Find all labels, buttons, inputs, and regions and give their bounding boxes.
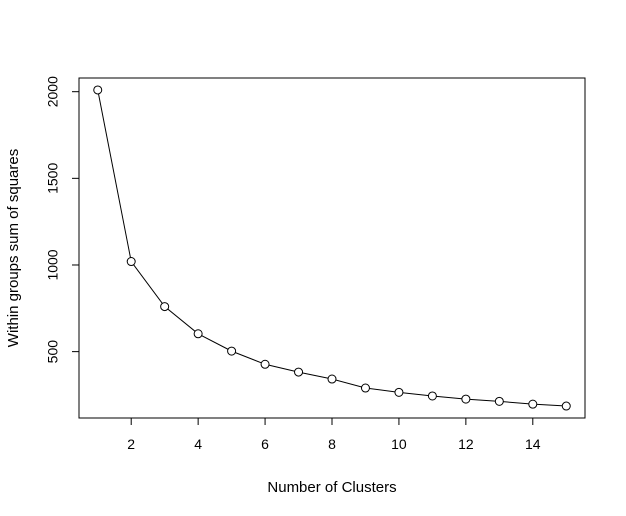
data-point bbox=[260, 359, 270, 369]
data-point bbox=[93, 85, 103, 95]
x-tick-label: 8 bbox=[328, 436, 336, 452]
y-tick-label: 1000 bbox=[45, 249, 61, 280]
x-axis: 2 4 6 8 10 12 14 bbox=[127, 418, 541, 452]
data-point bbox=[294, 367, 304, 377]
y-tick-label: 1500 bbox=[45, 163, 61, 194]
x-tick-label: 6 bbox=[261, 436, 269, 452]
x-tick-label: 14 bbox=[525, 436, 541, 452]
data-point bbox=[427, 391, 437, 401]
data-point bbox=[193, 329, 203, 339]
data-point bbox=[327, 374, 337, 384]
data-point bbox=[494, 396, 504, 406]
data-points bbox=[93, 85, 571, 411]
x-axis-label: Number of Clusters bbox=[267, 479, 396, 496]
data-point bbox=[160, 302, 170, 312]
x-tick-label: 10 bbox=[391, 436, 407, 452]
x-tick-label: 4 bbox=[194, 436, 202, 452]
x-tick-label: 12 bbox=[458, 436, 474, 452]
y-tick-label: 2000 bbox=[45, 76, 61, 107]
plot-frame bbox=[78, 77, 586, 419]
y-tick-label: 500 bbox=[45, 340, 61, 364]
series-line bbox=[97, 89, 567, 407]
data-point bbox=[360, 383, 370, 393]
data-point bbox=[528, 399, 538, 409]
data-point bbox=[461, 394, 471, 404]
y-axis-label: Within groups sum of squares bbox=[5, 149, 22, 347]
data-point bbox=[394, 387, 404, 397]
data-point bbox=[126, 257, 136, 267]
data-point bbox=[227, 346, 237, 356]
x-tick-label: 2 bbox=[127, 436, 135, 452]
y-axis: 500 1000 1500 2000 bbox=[45, 76, 79, 363]
data-point bbox=[561, 401, 571, 411]
